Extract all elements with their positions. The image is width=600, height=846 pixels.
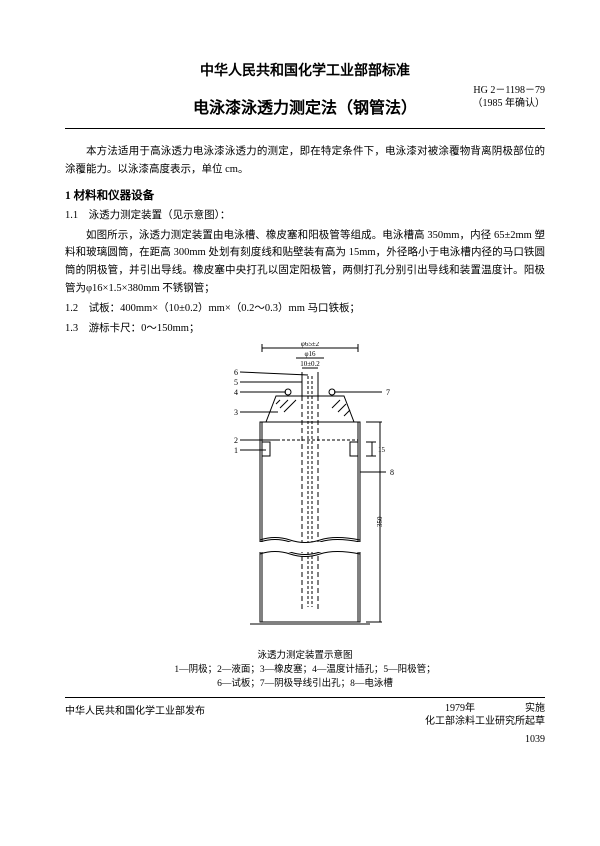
label-5: 5 xyxy=(234,378,238,387)
intro-paragraph: 本方法适用于高泳透力电泳漆泳透力的测定，即在特定条件下，电泳漆对被涂覆物背离阴极… xyxy=(65,143,545,179)
apparatus-diagram: φ65±2 φ16 10±0.2 xyxy=(190,342,420,642)
document-title: 电泳漆泳透力测定法（钢管法） xyxy=(193,94,417,118)
item-1-2: 1.2 试板：400mm×（10±0.2）mm×（0.2～0.3）mm 马口铁板… xyxy=(65,300,545,318)
label-8: 8 xyxy=(390,468,394,477)
diagram-container: φ65±2 φ16 10±0.2 xyxy=(65,342,545,692)
dim-15: 15 xyxy=(378,446,386,454)
dim-top: φ65±2 xyxy=(301,342,320,348)
code-number: HG 2－1198－79 xyxy=(473,84,546,97)
label-7: 7 xyxy=(386,388,390,397)
dim-350: 350 xyxy=(376,516,384,527)
code-confirm: （1985 年确认） xyxy=(473,97,546,110)
label-1: 1 xyxy=(234,446,238,455)
diagram-legend-2: 6—试板；7—阴极导线引出孔；8—电泳槽 xyxy=(65,677,545,691)
section-1-heading: 1 材料和仪器设备 xyxy=(65,187,545,203)
footer-drafter: 化工部涂料工业研究所起草 xyxy=(425,715,545,728)
footer: 中华人民共和国化学工业部发布 1979年 实施 化工部涂料工业研究所起草 xyxy=(65,702,545,728)
footer-publisher: 中华人民共和国化学工业部发布 xyxy=(65,702,205,728)
item-1-3: 1.3 游标卡尺：0～150mm； xyxy=(65,320,545,338)
item-1-1-label: 1.1 泳透力测定装置（见示意图）： xyxy=(65,207,545,225)
item-1-1-body: 如图所示，泳透力测定装置由电泳槽、橡皮塞和阳极管等组成。电泳槽高 350mm，内… xyxy=(65,227,545,298)
standard-org: 中华人民共和国化学工业部部标准 xyxy=(65,60,545,80)
dim-plate: 10±0.2 xyxy=(300,360,320,368)
footer-year: 1979年 实施 xyxy=(425,702,545,715)
document-code: HG 2－1198－79 （1985 年确认） xyxy=(473,84,546,110)
diagram-caption-title: 泳透力测定装置示意图 xyxy=(65,649,545,663)
label-2: 2 xyxy=(234,436,238,445)
diagram-legend-1: 1—阴极；2—液面；3—橡皮塞；4—温度计插孔；5—阳极管； xyxy=(65,663,545,677)
label-4: 4 xyxy=(234,388,238,397)
dim-inner: φ16 xyxy=(304,350,316,358)
label-3: 3 xyxy=(234,408,238,417)
divider-bottom xyxy=(65,697,545,698)
divider-top xyxy=(65,128,545,129)
label-6: 6 xyxy=(234,368,238,377)
page-number: 1039 xyxy=(65,734,545,745)
